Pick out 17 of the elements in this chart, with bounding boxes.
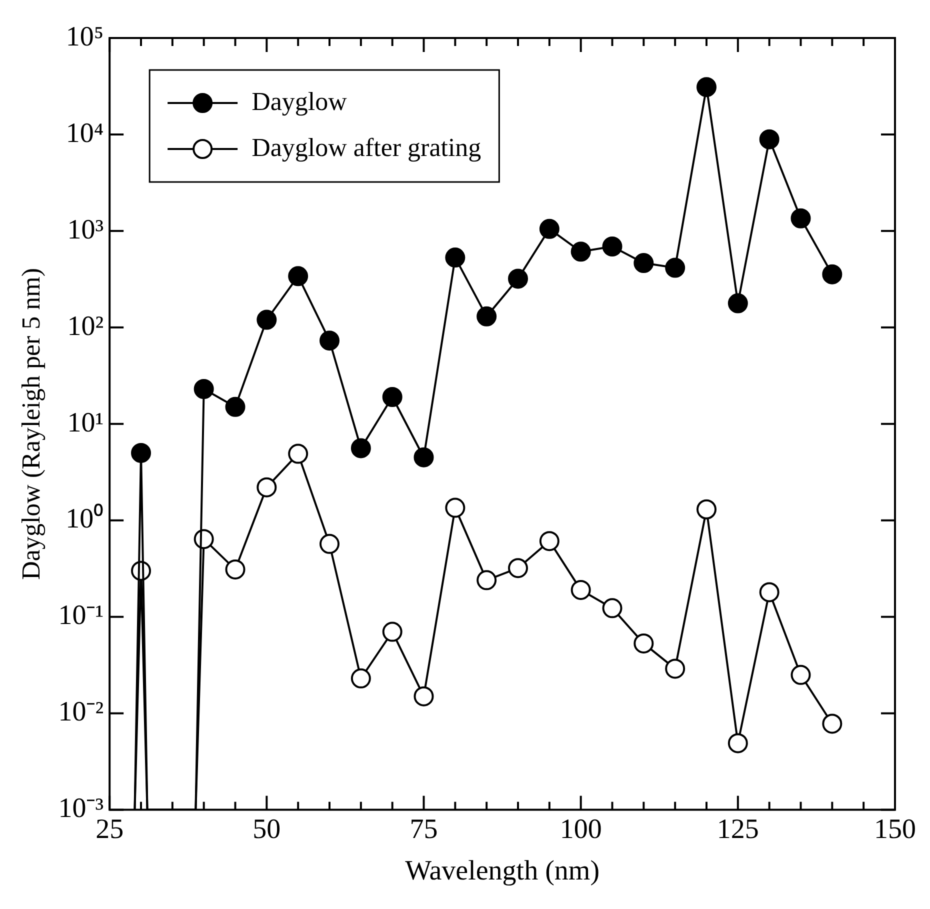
- x-tick-label: 100: [560, 814, 602, 845]
- y-tick-label: 10²: [67, 310, 104, 342]
- legend-label: Dayglow after grating: [252, 132, 482, 162]
- legend-label: Dayglow: [252, 86, 348, 116]
- x-tick-label: 75: [410, 814, 438, 845]
- x-tick-label: 50: [252, 814, 281, 845]
- y-tick-label: 10⁻²: [58, 696, 104, 728]
- x-tick-label: 150: [874, 814, 916, 845]
- y-tick-label: 10³: [67, 214, 104, 246]
- y-axis-title: Dayglow (Rayleigh per 5 nm): [16, 268, 46, 580]
- y-tick-label: 10⁵: [66, 21, 104, 52]
- x-tick-label: 125: [716, 814, 759, 845]
- y-tick-label: 10⁴: [66, 118, 104, 149]
- y-tick-label: 10⁻¹: [58, 600, 104, 632]
- y-tick-label: 10¹: [67, 407, 104, 438]
- y-tick-label: 10⁰: [66, 504, 104, 535]
- x-axis-title: Wavelength (nm): [405, 856, 600, 887]
